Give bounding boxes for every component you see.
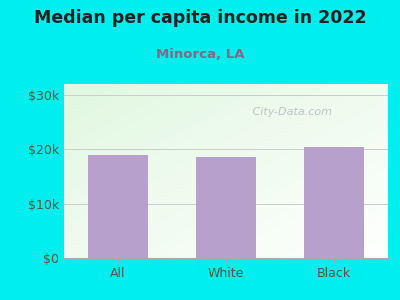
Bar xyxy=(88,155,148,258)
Bar xyxy=(196,158,256,258)
Bar xyxy=(304,146,364,258)
Text: Minorca, LA: Minorca, LA xyxy=(156,48,244,61)
Text: Median per capita income in 2022: Median per capita income in 2022 xyxy=(34,9,366,27)
Text: City-Data.com: City-Data.com xyxy=(249,107,332,117)
